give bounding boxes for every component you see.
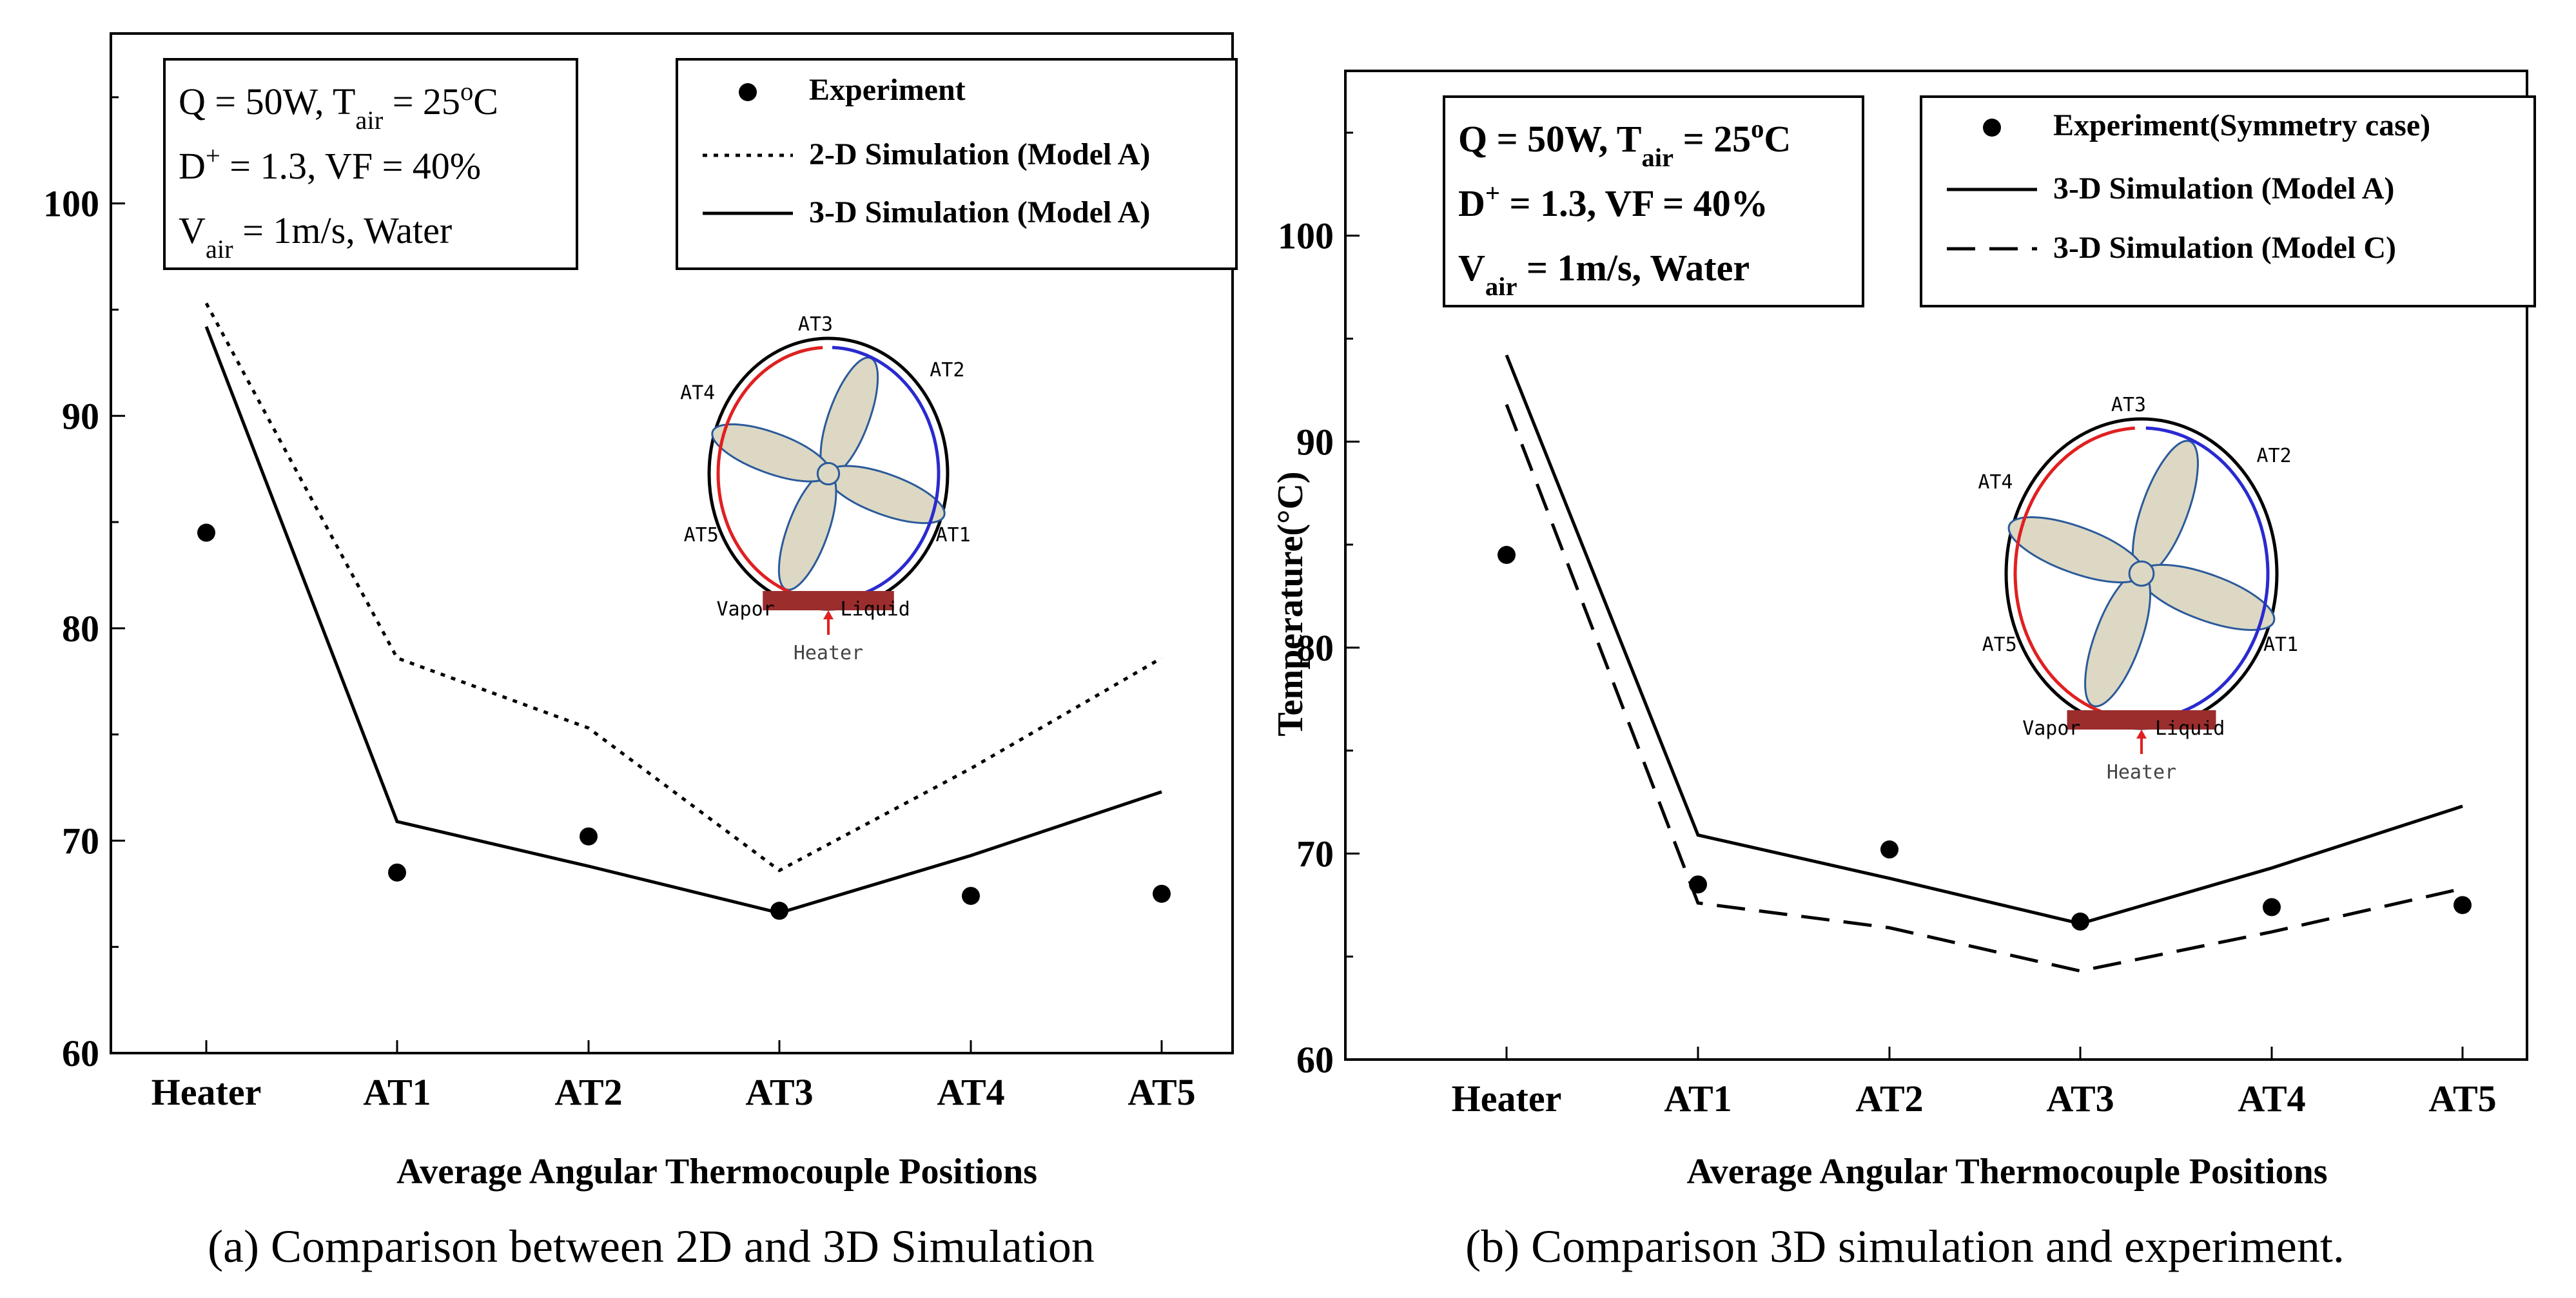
- data-point: [388, 863, 406, 882]
- x-tick-label: AT5: [2428, 1078, 2496, 1119]
- y-tick-label: 60: [1296, 1039, 1334, 1081]
- series-experiment-symmetry-case: [1498, 546, 2472, 931]
- inset-label-at4: AT4: [680, 382, 715, 405]
- data-point: [197, 523, 215, 542]
- parameter-line-2: D+ = 1.3, VF = 40%: [1458, 179, 1768, 225]
- parameter-line-1: Q = 50W, Tair = 25oC: [1458, 114, 1791, 172]
- legend: Experiment(Symmetry case) 3-D Simulation …: [1920, 95, 2536, 307]
- parameter-box: Q = 50W, Tair = 25oC D+ = 1.3, VF = 40% Va…: [1443, 95, 1864, 307]
- parameter-line-3: Vair = 1m/s, Water: [1458, 247, 1750, 301]
- fan-blade: [2084, 570, 2152, 708]
- x-tick-label: AT4: [937, 1071, 1004, 1113]
- inset-label-liquid: Liquid: [841, 598, 910, 621]
- series-3-d-simulation-model-c: [1505, 403, 2463, 973]
- chart-panel-b: 60 70 80 90 100 Heater AT1 AT2 AT3 AT4 AT5 Average …: [1271, 70, 2536, 1272]
- legend-entry: 3-D Simulation (Model A): [2053, 171, 2394, 206]
- inset-label-at5: AT5: [684, 524, 719, 547]
- parameter-line-2: D+ = 1.3, VF = 40%: [179, 141, 481, 188]
- x-axis-title: Average Angular Thermocouple Positions: [1687, 1152, 2328, 1192]
- plot-frame: [110, 32, 1234, 1054]
- inset-label-at2: AT2: [2257, 445, 2292, 467]
- y-tick-label: 70: [62, 820, 99, 862]
- legend: Experiment 2-D Simulation (Model A) 3-D Si…: [676, 58, 1238, 270]
- parameter-box: Q = 50W, Tair = 25oC D+ = 1.3, VF = 40% Va…: [163, 58, 578, 270]
- y-axis-title: Temperature(°C): [1271, 471, 1311, 736]
- inset-label-at2: AT2: [930, 359, 964, 382]
- parameter-line-1: Q = 50W, Tair = 25oC: [179, 77, 498, 135]
- x-tick-label: AT2: [1855, 1078, 1923, 1119]
- legend-entry: Experiment: [809, 73, 966, 107]
- data-point: [962, 887, 980, 906]
- series-line: [1505, 354, 2463, 925]
- x-tick-label: AT2: [554, 1071, 622, 1113]
- series-3-d-simulation-model-a: [204, 325, 1162, 915]
- parameter-line-3: Vair = 1m/s, Water: [179, 209, 452, 264]
- inset-label-at1: AT1: [2263, 634, 2298, 656]
- x-axis-title: Average Angular Thermocouple Positions: [396, 1152, 1037, 1192]
- inset-label-at5: AT5: [1982, 634, 2017, 656]
- y-tick-label: 80: [1296, 627, 1334, 669]
- y-tick-label: 80: [62, 608, 99, 650]
- series-experiment: [197, 523, 1171, 920]
- inset-label-vapor: Vapor: [716, 598, 774, 621]
- x-tick-label: Heater: [151, 1071, 262, 1113]
- legend-entry: 3-D Simulation (Model C): [2053, 231, 2396, 265]
- inset-label-at3: AT3: [798, 313, 833, 336]
- x-tick-label: AT3: [745, 1071, 813, 1113]
- data-point: [2263, 898, 2281, 916]
- fan-hub: [816, 461, 841, 486]
- chart-panel-a: 60 70 80 90 100 Heater AT1 AT2 AT3 AT4 AT5 Average …: [43, 32, 1238, 1272]
- y-tick-label: 90: [1296, 421, 1334, 463]
- data-point: [1153, 884, 1171, 903]
- legend-entry: 2-D Simulation (Model A): [809, 137, 1150, 171]
- inset-label-at4: AT4: [1978, 471, 2013, 494]
- data-point: [580, 827, 598, 846]
- inset-label-vapor: Vapor: [2022, 717, 2080, 740]
- inset-label-liquid: Liquid: [2155, 717, 2225, 740]
- series-2-d-simulation-model-a: [204, 302, 1163, 873]
- x-tick-label: AT4: [2238, 1078, 2305, 1119]
- x-tick-label: Heater: [1452, 1078, 1562, 1119]
- y-tick-label: 100: [43, 183, 99, 225]
- x-tick-label: AT1: [363, 1071, 431, 1113]
- inset-schematic-b: AT3 AT2 AT4 AT1 AT5 Vapor Liquid Heater: [1978, 394, 2298, 784]
- inset-label-heater: Heater: [794, 642, 863, 664]
- inset-schematic-a: AT3 AT2 AT4 AT1 AT5 Vapor Liquid Heater: [680, 313, 971, 664]
- series-line: [1505, 403, 2463, 973]
- caption-b: (b) Comparison 3D simulation and experim…: [1465, 1221, 2345, 1272]
- inset-label-heater: Heater: [2107, 761, 2176, 784]
- data-point: [2071, 912, 2089, 931]
- plot-frame: [1344, 70, 2528, 1061]
- heater-block: [763, 591, 894, 610]
- caption-a: (a) Comparison between 2D and 3D Simulat…: [208, 1221, 1095, 1272]
- y-tick-label: 60: [62, 1032, 99, 1074]
- y-tick-label: 90: [62, 395, 99, 437]
- x-tick-label: AT3: [2046, 1078, 2114, 1119]
- legend-entry: 3-D Simulation (Model A): [809, 195, 1150, 229]
- series-line: [204, 302, 1163, 873]
- legend-marker: [1983, 119, 2001, 137]
- inset-label-at3: AT3: [2111, 394, 2146, 416]
- data-point: [2454, 896, 2472, 915]
- x-tick-label: AT1: [1664, 1078, 1732, 1119]
- legend-marker: [739, 83, 757, 101]
- data-point: [770, 902, 788, 920]
- data-point: [1880, 840, 1898, 859]
- x-tick-label: AT5: [1127, 1071, 1195, 1113]
- y-tick-label: 100: [1278, 215, 1334, 257]
- inset-label-at1: AT1: [936, 524, 971, 547]
- y-tick-label: 70: [1296, 833, 1334, 875]
- fan-blade: [777, 470, 837, 591]
- series-3-d-simulation-model-a: [1505, 354, 2463, 925]
- legend-entry: Experiment(Symmetry case): [2053, 108, 2430, 142]
- data-point: [1498, 546, 1516, 565]
- heater-block: [2067, 710, 2216, 730]
- fan-hub: [2128, 560, 2155, 587]
- series-line: [204, 325, 1162, 915]
